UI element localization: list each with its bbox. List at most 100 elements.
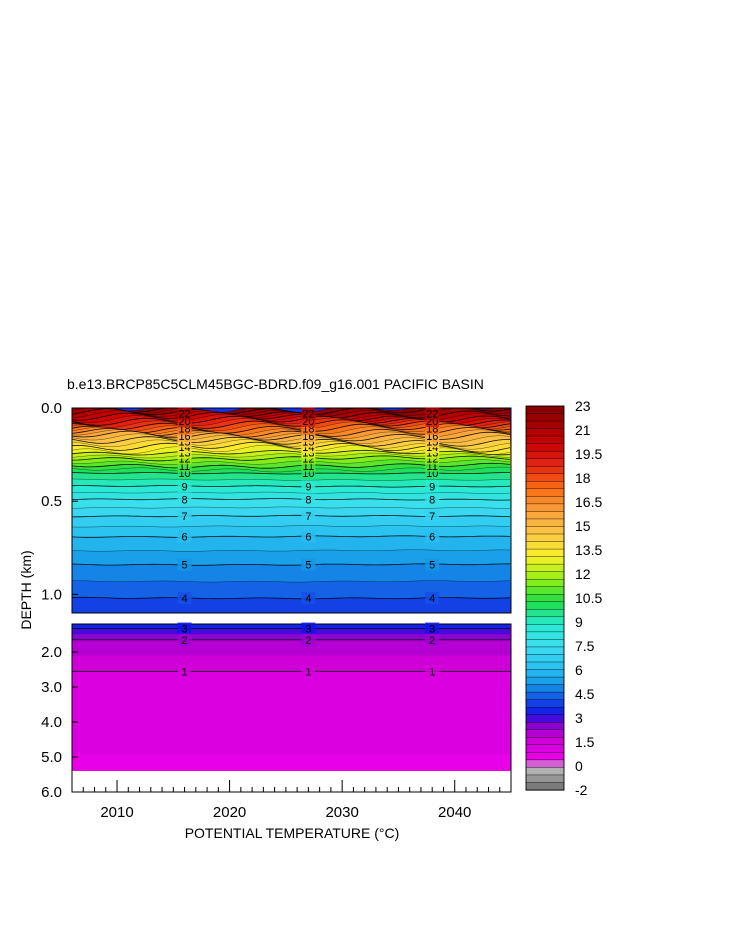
contour-label: 11 xyxy=(426,461,437,473)
colorbar-label: -2 xyxy=(575,782,588,798)
contour-label: 6 xyxy=(429,532,435,544)
contour-label: 5 xyxy=(429,560,435,572)
contour-label: 5 xyxy=(305,560,311,572)
contour-label: 8 xyxy=(305,494,311,506)
contour-label-bg xyxy=(425,530,440,543)
upper-panel-fill xyxy=(72,408,511,613)
contour-label-bg xyxy=(425,665,440,678)
contour-label-bg xyxy=(177,510,192,523)
colorbar-swatch xyxy=(525,511,565,520)
y-tick-label: 0.5 xyxy=(41,493,62,510)
colorbar-swatch xyxy=(525,578,565,588)
contour-label-bg xyxy=(425,558,440,571)
colorbar-swatch xyxy=(525,714,565,723)
colorbar-swatch xyxy=(525,571,565,580)
contour-label: 1 xyxy=(182,666,188,678)
colorbar-swatch xyxy=(525,737,565,746)
contour-label-bg xyxy=(177,592,192,605)
contour-label: 9 xyxy=(182,481,188,493)
contour-label: 22 xyxy=(302,409,314,421)
axes: 0.0 0.5 1.0 2.0 3.0 4.0 5.0 6.0 2010 2020 2030 2040 xyxy=(41,400,512,821)
contour-band xyxy=(72,597,511,613)
colorbar-swatch xyxy=(525,435,565,445)
colorbar-swatch xyxy=(525,481,565,490)
colorbar-swatch xyxy=(525,774,565,784)
contour-label-bg xyxy=(301,592,316,605)
colorbar-swatch xyxy=(525,563,565,573)
contour-label: 22 xyxy=(426,409,438,421)
colorbar-label: 19.5 xyxy=(575,446,602,462)
colorbar-label: 10.5 xyxy=(575,590,602,606)
y-tick-label: 2.0 xyxy=(41,644,62,661)
colorbar-label: 0 xyxy=(575,758,583,774)
contour-label: 2 xyxy=(182,635,188,647)
colorbar: 23 21 19.5 18 16.5 15 13.5 12 10.5 9 7.5 6 4.5 3 1.5 0 -… xyxy=(525,398,602,798)
colorbar-swatch xyxy=(525,601,565,610)
colorbar-swatch xyxy=(525,782,565,791)
y-tick-label: 6.0 xyxy=(41,784,62,801)
colorbar-swatch xyxy=(525,624,565,633)
colorbar-swatch xyxy=(525,759,565,769)
contour-label-bg xyxy=(425,622,440,635)
colorbar-swatch xyxy=(525,405,565,415)
y-tick-label: 1.0 xyxy=(41,586,62,603)
colorbar-swatch xyxy=(525,443,565,452)
colorbar-label: 4.5 xyxy=(575,686,595,702)
contour-line xyxy=(72,549,511,552)
contour-line xyxy=(72,525,511,528)
contour-label-bg xyxy=(177,530,192,543)
contour-line xyxy=(72,580,511,583)
colorbar-label: 9 xyxy=(575,614,583,630)
contour-label-bg xyxy=(301,622,316,635)
contour-label-bg xyxy=(177,665,192,678)
colorbar-label: 23 xyxy=(575,398,591,414)
colorbar-label: 6 xyxy=(575,662,583,678)
contour-label-bg xyxy=(301,530,316,543)
contour-label-bg xyxy=(301,665,316,678)
colorbar-swatch xyxy=(525,639,565,648)
colorbar-swatch xyxy=(525,548,565,558)
colorbar-label: 7.5 xyxy=(575,638,595,654)
colorbar-swatch xyxy=(525,420,565,430)
colorbar-swatch xyxy=(525,661,565,671)
contour-label-bg xyxy=(425,493,440,506)
colorbar-label: 18 xyxy=(575,470,591,486)
contour-label: 3 xyxy=(182,624,188,636)
colorbar-swatch xyxy=(525,428,565,437)
colorbar-swatch xyxy=(525,669,565,678)
colorbar-swatch xyxy=(525,503,565,513)
colorbar-label: 16.5 xyxy=(575,494,602,510)
contour-label-bg xyxy=(425,510,440,523)
colorbar-swatch xyxy=(525,729,565,738)
contour-label: 1 xyxy=(305,666,311,678)
colorbar-swatch xyxy=(525,458,565,467)
colorbar-swatch xyxy=(525,767,565,776)
contour-label-bg xyxy=(301,493,316,506)
y-tick-label: 0.0 xyxy=(41,400,62,417)
colorbar-frame xyxy=(525,405,565,791)
contour-label: 22 xyxy=(178,409,190,421)
contour-label: 4 xyxy=(182,593,188,605)
lower-panel-frame xyxy=(71,623,512,793)
colorbar-swatch xyxy=(525,609,565,618)
colorbar-swatch xyxy=(525,684,565,693)
contour-label-bg xyxy=(177,558,192,571)
colorbar-swatch xyxy=(525,699,565,708)
contour-label-bg xyxy=(301,633,316,646)
y-tick-label: 5.0 xyxy=(41,749,62,766)
chart-title: b.e13.BRCP85C5CLM45BGC-BDRD.f09_g16.001 … xyxy=(67,376,484,392)
contour-label: 7 xyxy=(182,511,188,523)
contour-label: 5 xyxy=(182,560,188,572)
contour-line xyxy=(72,506,511,509)
colorbar-swatch xyxy=(525,616,565,625)
contour-label-bg xyxy=(425,480,440,493)
colorbar-swatch xyxy=(525,533,565,543)
colorbar-swatch xyxy=(525,654,565,663)
colorbar-swatch xyxy=(525,744,565,753)
contour-label-bg xyxy=(301,407,316,420)
contour-label: 8 xyxy=(429,494,435,506)
y-tick-label: 3.0 xyxy=(41,679,62,696)
contour-label: 11 xyxy=(303,461,314,473)
